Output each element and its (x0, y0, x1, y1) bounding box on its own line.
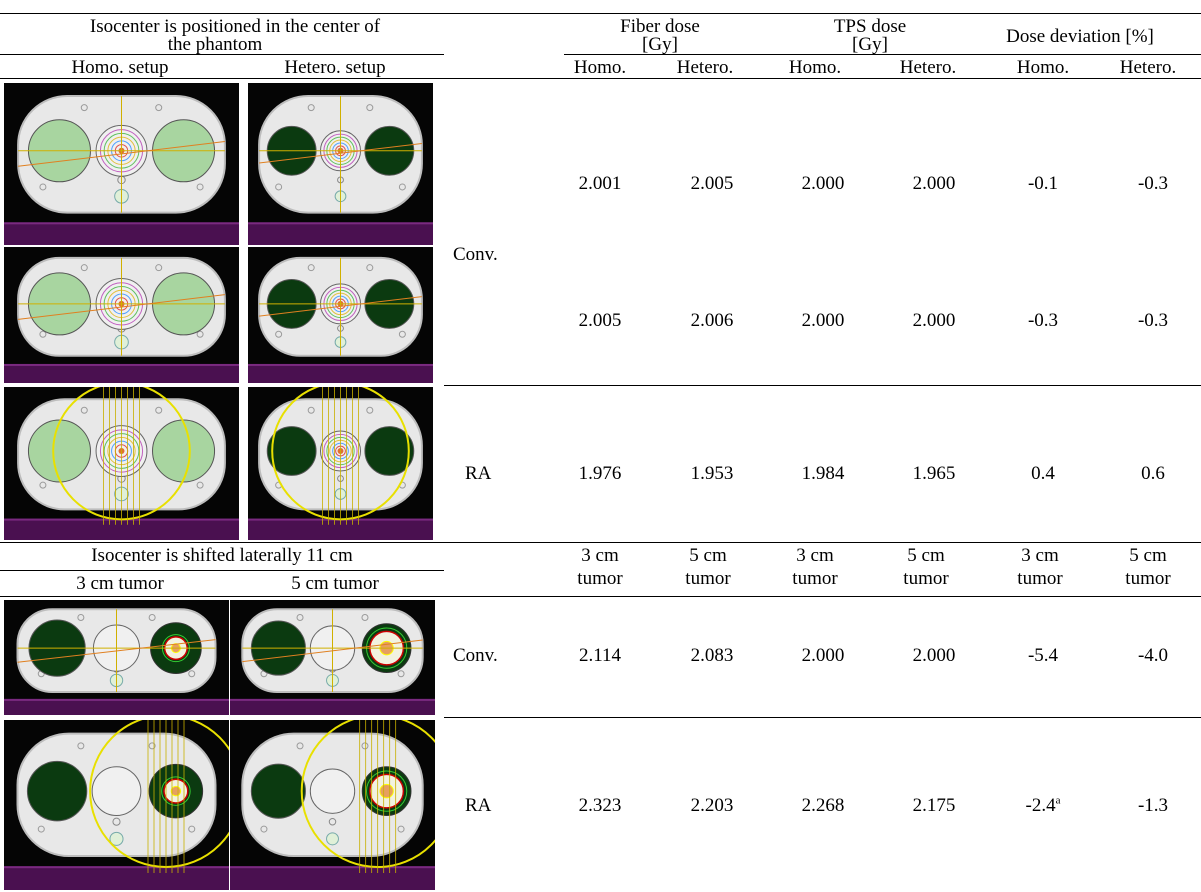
rule-conv-ra (444, 385, 1201, 386)
table-cell: -0.3 (1137, 310, 1169, 331)
sub-header: Homo. (788, 57, 842, 78)
fiber-dose-header-line2: [Gy] (642, 34, 678, 55)
phantom-image-3cm-conv (4, 600, 229, 715)
table-cell: 1.953 (690, 463, 734, 484)
phantom-image-5cm-ra (230, 720, 435, 890)
table-cell: -5.4 (1027, 645, 1059, 666)
table-cell: 2.114 (578, 645, 622, 666)
sub-header-l1: 3 cm (796, 545, 834, 566)
subheader1-rule (0, 78, 1201, 79)
tps-dose-header-line2: [Gy] (852, 34, 888, 55)
sub-header-l2: tumor (1125, 568, 1171, 589)
section-divider-rule (0, 542, 1201, 543)
sub-header-l1: 5 cm (907, 545, 945, 566)
table-cell: 2.001 (578, 173, 622, 194)
phantom-svg (4, 600, 229, 715)
sub-header-l2: tumor (903, 568, 949, 589)
sub-header: Homo. (573, 57, 627, 78)
subheader2-rule (0, 596, 1201, 597)
table-cell: -0.3 (1027, 310, 1059, 331)
sub-header-l2: tumor (577, 568, 623, 589)
section2-title: Isocenter is shifted laterally 11 cm (91, 545, 353, 566)
phantom-svg (248, 247, 433, 383)
table-cell: 1.984 (801, 463, 845, 484)
section2-title-rule (0, 570, 444, 571)
phantom-svg (4, 387, 239, 540)
section1-title-line2: the phantom (167, 34, 263, 55)
table-cell: 2.323 (578, 795, 622, 816)
footnote-mark: a (1055, 794, 1061, 807)
sub-header: Hetero. (899, 57, 957, 78)
table-cell: 2.000 (801, 645, 845, 666)
col-3cm-tumor: 3 cm tumor (76, 573, 164, 594)
sub-header: Hetero. (1119, 57, 1177, 78)
table-cell: -1.3 (1137, 795, 1169, 816)
phantom-image-hetero-conv-2 (248, 247, 433, 383)
table-cell: 2.000 (801, 173, 845, 194)
sub-header: Homo. (1016, 57, 1070, 78)
phantom-svg (248, 83, 433, 245)
table-cell: 1.976 (578, 463, 622, 484)
sub-header-l1: 3 cm (1021, 545, 1059, 566)
tps-dose-header-line1: TPS dose (833, 16, 907, 37)
table-cell: 2.000 (912, 173, 956, 194)
table-cell: -4.0 (1137, 645, 1169, 666)
table-cell: 2.006 (690, 310, 734, 331)
table-cell: 1.965 (912, 463, 956, 484)
table-cell: 2.000 (801, 310, 845, 331)
phantom-image-5cm-conv (230, 600, 435, 715)
sub-header-l2: tumor (792, 568, 838, 589)
phantom-image-3cm-ra (4, 720, 229, 890)
col-5cm-tumor: 5 cm tumor (291, 573, 379, 594)
table-cell: 0.6 (1141, 463, 1165, 484)
table-cell: 2.005 (690, 173, 734, 194)
row-label-ra: RA (465, 463, 492, 484)
sub-header-l2: tumor (685, 568, 731, 589)
dose-deviation-header: Dose deviation [%] (1006, 26, 1154, 47)
fiber-dose-header-line1: Fiber dose (620, 16, 700, 37)
row-label-ra-2: RA (465, 795, 492, 816)
row-label-conv-2: Conv. (453, 645, 498, 666)
phantom-svg (4, 83, 239, 245)
phantom-image-hetero-conv-1 (248, 83, 433, 245)
header1-rule-right (564, 54, 1201, 55)
table-cell: -0.3 (1137, 173, 1169, 194)
col-hetero-setup: Hetero. setup (284, 57, 386, 78)
rule-conv-ra-2 (444, 717, 1201, 718)
phantom-svg (4, 247, 239, 383)
col-homo-setup: Homo. setup (71, 57, 169, 78)
header1-rule-left (0, 54, 444, 55)
sub-header-l1: 3 cm (581, 545, 619, 566)
phantom-image-homo-conv-1 (4, 83, 239, 245)
row-label-conv: Conv. (453, 244, 498, 265)
table-cell: 2.175 (912, 795, 956, 816)
table-cell: 2.268 (801, 795, 845, 816)
phantom-image-hetero-ra (248, 387, 433, 540)
table-cell-value: -2.4 (1025, 795, 1056, 816)
table-cell: 0.4 (1031, 463, 1055, 484)
sub-header-l1: 5 cm (689, 545, 727, 566)
table-cell: -0.1 (1027, 173, 1059, 194)
table-cell: 2.005 (578, 310, 622, 331)
sub-header-l1: 5 cm (1129, 545, 1167, 566)
table-cell: 2.000 (912, 645, 956, 666)
sub-header: Hetero. (676, 57, 734, 78)
phantom-svg (230, 600, 435, 715)
sub-header-l2: tumor (1017, 568, 1063, 589)
phantom-image-homo-conv-2 (4, 247, 239, 383)
phantom-image-homo-ra (4, 387, 239, 540)
phantom-svg (230, 720, 435, 890)
phantom-svg (248, 387, 433, 540)
table-cell: 2.000 (912, 310, 956, 331)
top-rule (0, 13, 1201, 14)
table-cell-with-footnote: -2.4a (983, 795, 1103, 817)
table-cell: 2.083 (690, 645, 734, 666)
section1-title-line1: Isocenter is positioned in the center of (89, 16, 381, 37)
table-cell: 2.203 (690, 795, 734, 816)
phantom-svg (4, 720, 229, 890)
